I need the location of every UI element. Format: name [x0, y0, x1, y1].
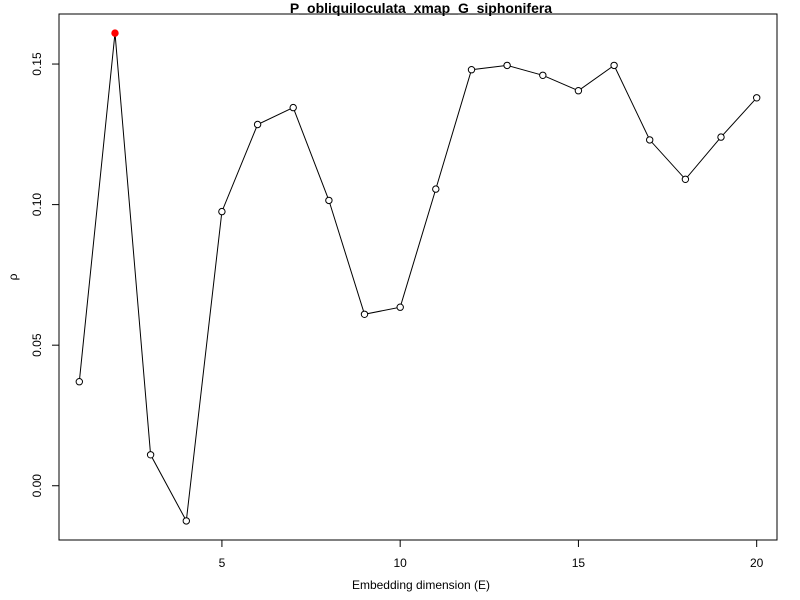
y-tick-label: 0.00 — [30, 474, 44, 498]
y-tick-label: 0.15 — [30, 52, 44, 76]
data-point — [396, 303, 404, 311]
data-point — [289, 103, 297, 112]
x-tick-label: 20 — [750, 556, 764, 570]
x-tick-label: 15 — [572, 556, 586, 570]
data-point — [610, 61, 618, 70]
y-tick-label: 0.05 — [30, 333, 44, 357]
data-point — [325, 196, 333, 205]
data-points — [75, 29, 761, 525]
data-point — [646, 136, 654, 144]
data-point — [539, 71, 547, 80]
highlighted-point — [111, 29, 119, 37]
data-point — [360, 310, 369, 318]
data-point — [467, 66, 476, 74]
series-line — [78, 33, 758, 523]
x-axis: 5 10 15 20 — [219, 540, 764, 570]
data-point — [574, 87, 583, 95]
data-point — [75, 378, 84, 386]
x-tick-label: 10 — [393, 556, 407, 570]
y-axis: 0.00 0.05 0.10 0.15 — [30, 52, 59, 497]
data-point — [253, 120, 262, 129]
data-point — [182, 517, 191, 525]
data-point — [146, 451, 155, 459]
plot-frame — [58, 13, 778, 541]
y-tick-label: 0.10 — [30, 193, 44, 217]
data-point — [681, 175, 690, 184]
data-point — [432, 185, 440, 193]
x-tick-label: 5 — [219, 556, 226, 570]
chart-title: P_obliquiloculata_xmap_G_siphonifera — [290, 0, 552, 16]
x-axis-title: Embedding dimension (E) — [352, 578, 490, 592]
data-point — [503, 61, 511, 70]
data-point — [717, 133, 725, 141]
data-point — [218, 207, 226, 216]
data-point — [753, 94, 761, 102]
y-axis-title: ρ — [6, 273, 20, 280]
